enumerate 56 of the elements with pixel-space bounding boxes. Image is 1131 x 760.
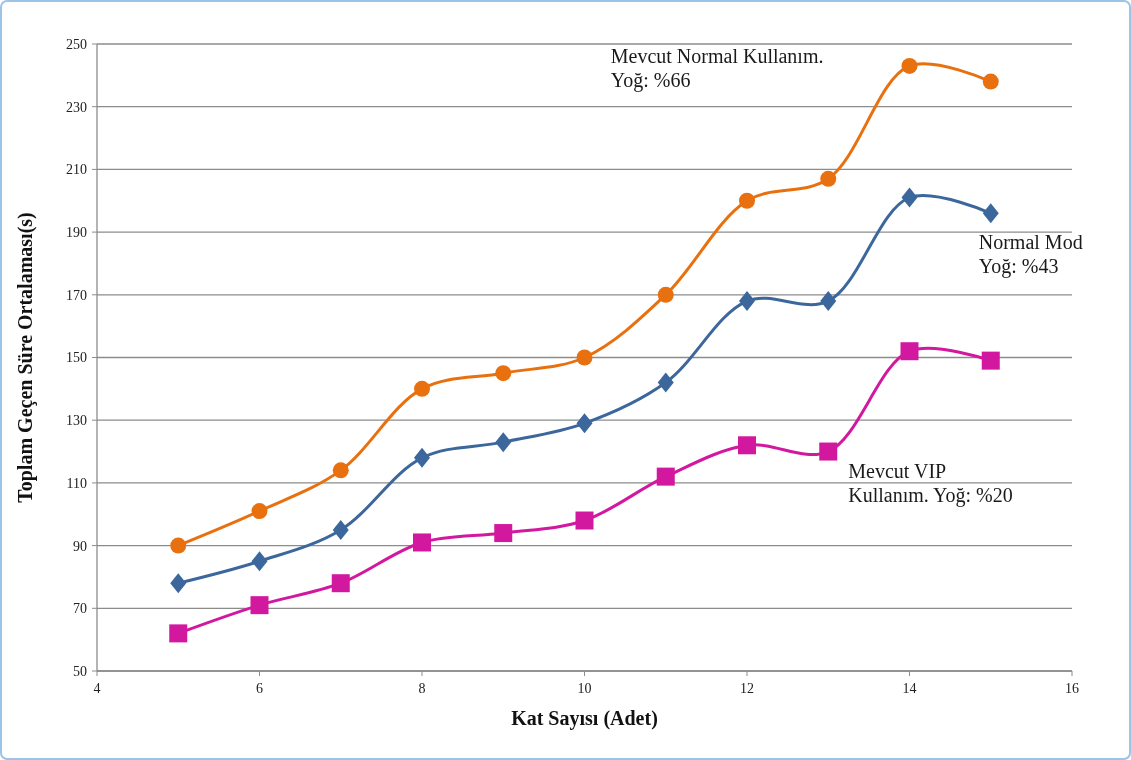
y-tick-label: 210 — [66, 162, 87, 178]
y-tick-label: 130 — [66, 413, 87, 429]
point — [494, 524, 513, 543]
point — [820, 170, 837, 187]
y-tick-label: 90 — [73, 538, 87, 554]
point — [901, 57, 918, 74]
y-tick-label: 50 — [73, 663, 87, 679]
point — [332, 519, 349, 540]
x-tick-label: 10 — [577, 681, 592, 696]
series-label: Normal Mod Yoğ: %43 — [978, 231, 1083, 279]
point — [414, 447, 430, 468]
x-tick-label: 14 — [902, 681, 917, 696]
point — [656, 467, 675, 486]
point — [495, 432, 512, 453]
point — [819, 442, 838, 461]
point — [495, 365, 512, 382]
point — [657, 286, 674, 303]
point — [739, 291, 755, 312]
x-tick-label: 16 — [1065, 681, 1079, 696]
point — [576, 349, 593, 366]
point — [332, 462, 349, 479]
y-tick-label: 190 — [66, 225, 87, 240]
point — [251, 503, 268, 520]
text: Mevcut Normal Kullanım. Yoğ: %66 — [610, 44, 824, 92]
point — [981, 351, 1000, 370]
point — [575, 511, 594, 530]
series-label: Mevcut VIP Kullanım. Yoğ: %20 — [848, 459, 1013, 507]
point — [901, 187, 918, 208]
x-tick-label: 6 — [256, 681, 263, 696]
point — [982, 73, 999, 90]
point — [414, 380, 430, 397]
y-tick-label: 170 — [66, 287, 87, 303]
point — [982, 203, 999, 224]
point — [657, 372, 674, 393]
point — [169, 624, 188, 643]
y-tick-label: 230 — [66, 99, 87, 115]
y-tick-label: 250 — [66, 36, 87, 52]
y-tick-label: 150 — [66, 350, 87, 366]
x-tick-label: 12 — [740, 681, 754, 696]
x-tick-label: 4 — [93, 681, 101, 696]
point — [413, 533, 431, 552]
point — [170, 573, 187, 594]
point — [170, 537, 187, 554]
point — [576, 413, 593, 434]
point — [900, 342, 919, 361]
point — [820, 291, 837, 312]
point — [250, 596, 269, 615]
y-tick-label: 70 — [73, 601, 87, 617]
point — [331, 574, 350, 593]
x-tick-label: 8 — [418, 681, 426, 696]
y-axis-title: Toplam Geçen Süre Ortalaması(s) — [14, 212, 37, 503]
point — [251, 551, 268, 572]
y-tick-label: 110 — [66, 475, 87, 491]
x-axis-title: Kat Sayısı (Adet) — [511, 707, 658, 730]
point — [739, 192, 755, 209]
point — [738, 436, 756, 455]
